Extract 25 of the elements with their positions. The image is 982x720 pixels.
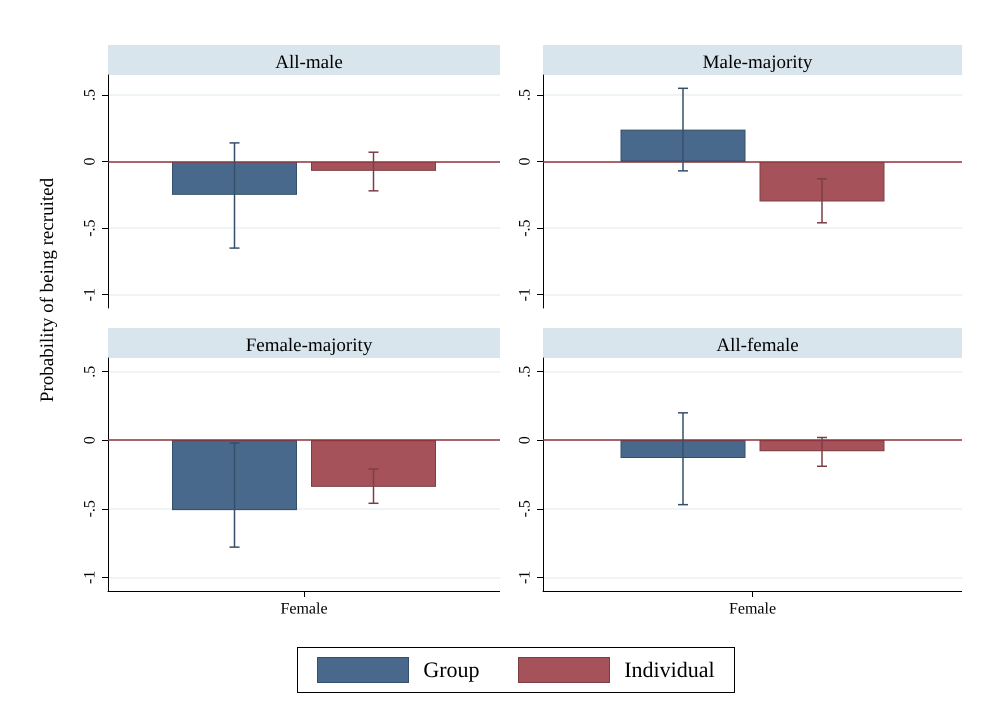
y-tick-label: .5 [516,366,534,378]
y-tick-label: 0 [516,158,534,166]
y-tick-label: .5 [82,88,98,101]
y-tick-label: -1 [82,570,98,584]
y-tick-label: -.5 [82,219,98,237]
chart-title: All-female [716,335,799,356]
x-tick-label: Female [280,600,328,618]
x-tick-label: Female [728,600,776,618]
y-tick-label: 0 [516,436,534,444]
y-tick-label: -1 [516,288,534,302]
legend-label: Individual [624,657,715,683]
y-tick-label: -.5 [82,500,98,518]
legend-label: Group [423,657,480,683]
y-tick-label: -.5 [516,219,534,237]
y-tick-label: 0 [82,436,98,444]
y-tick-label: .5 [516,88,534,101]
y-tick-label: -.5 [516,500,534,518]
y-tick-label: -1 [516,570,534,584]
y-tick-label: .5 [82,366,98,378]
y-tick-label: 0 [82,158,98,166]
chart-title: Male-majority [702,52,813,73]
y-axis-title: Probability of being recruited [37,178,59,402]
chart-title: Female-majority [246,335,373,356]
y-tick-label: -1 [82,288,98,302]
chart-title: All-male [275,52,343,73]
